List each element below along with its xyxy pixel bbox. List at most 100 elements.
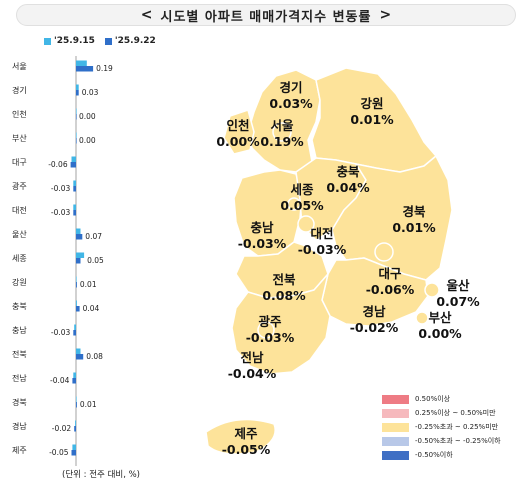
data-label: 0.19: [96, 64, 113, 73]
korea-map: 경기0.03%서울0.19%인천0.00%강원0.01%충북0.04%세종0.0…: [205, 67, 480, 457]
map-legend-item: 0.50%이상: [382, 392, 501, 406]
map-label-value: 0.00%: [418, 326, 462, 341]
category-label: 세종: [12, 254, 27, 263]
bar-this-week: [73, 330, 76, 336]
map-region-gwangju[interactable]: [257, 321, 275, 339]
category-label: 경기: [12, 85, 27, 95]
map-label-name: 인천: [226, 118, 249, 133]
map-label-name: 대전: [310, 226, 333, 241]
bar-this-week: [71, 450, 76, 456]
data-label: -0.04: [50, 376, 70, 385]
unit-note: (단위 : 전주 대비, %): [62, 470, 141, 480]
map-label-name: 경기: [279, 80, 302, 95]
bar-this-week: [70, 162, 76, 168]
map-label-name: 충남: [250, 220, 274, 235]
map-region-seoul[interactable]: [272, 122, 292, 142]
map-label-value: 0.19%: [260, 134, 304, 149]
map-label-name: 경남: [362, 304, 386, 319]
map-region-daejeon[interactable]: [297, 215, 315, 233]
next-arrow-icon[interactable]: >: [379, 7, 392, 23]
category-label: 강원: [12, 277, 27, 287]
bar-prev-week: [76, 108, 77, 114]
map-legend-label: 0.50%이상: [415, 395, 451, 403]
bar-prev-week: [74, 324, 76, 330]
category-label: 경북: [12, 397, 27, 407]
data-label: -0.03: [51, 208, 71, 217]
bar-prev-week: [73, 204, 76, 210]
map-label-name: 광주: [258, 314, 282, 329]
map-label-name: 제주: [234, 426, 258, 441]
bar-prev-week: [76, 348, 81, 354]
map-legend-swatch: [382, 422, 409, 432]
bar-this-week: [76, 402, 77, 408]
map-label-name: 충북: [336, 164, 360, 179]
category-label: 인천: [12, 109, 27, 119]
map-legend-swatch: [382, 408, 409, 418]
map-label-name: 전남: [240, 350, 264, 365]
map-legend-swatch: [382, 394, 409, 404]
bar-prev-week: [76, 228, 81, 234]
category-label: 전남: [12, 373, 27, 383]
bar-this-week: [76, 354, 84, 360]
map-legend-label: -0.50%초과 ~ -0.25%이하: [415, 437, 501, 445]
map-label-name: 서울: [270, 118, 294, 133]
map-label-value: 0.01%: [392, 220, 436, 235]
map-legend-swatch: [382, 450, 409, 460]
map-label-name: 강원: [360, 96, 383, 111]
data-label: 0.07: [85, 232, 102, 241]
map-label-value: 0.04%: [326, 180, 370, 195]
data-label: -0.03: [51, 184, 71, 193]
data-label: 0.04: [83, 304, 100, 313]
category-label: 대구: [12, 158, 27, 167]
map-region-sejong[interactable]: [287, 197, 301, 211]
data-label: 0.01: [80, 400, 97, 409]
category-label: 충북: [12, 302, 27, 311]
category-label: 경남: [12, 421, 27, 431]
bar-prev-week: [72, 444, 76, 450]
map-region-jeju[interactable]: [205, 418, 276, 455]
data-label: 0.00: [79, 112, 96, 121]
map-legend-label: -0.50%이하: [415, 451, 453, 459]
map-label-value: 0.00%: [216, 134, 260, 149]
bar-prev-week: [76, 132, 77, 138]
bar-prev-week: [73, 372, 76, 378]
map-label-name: 대구: [378, 266, 402, 281]
data-label: 0.03: [82, 88, 99, 97]
map-label-name: 세종: [290, 182, 314, 197]
map-region-daegu[interactable]: [374, 242, 394, 262]
data-label: 0.08: [86, 352, 103, 361]
bar-prev-week: [76, 396, 77, 402]
legend-label-this-week: '25.9.22: [114, 36, 156, 46]
bar-prev-week: [76, 276, 77, 282]
bar-prev-week: [76, 252, 85, 258]
bar-chart: 서울 0.19 경기 0.03 인천 0.00 부산 0.00 대구 -0.06 광주 -0.03 대전…: [12, 56, 113, 466]
map-region-incheon[interactable]: [223, 109, 255, 155]
category-label: 부산: [12, 133, 27, 143]
map-region-ulsan[interactable]: [424, 282, 440, 298]
data-label: -0.02: [52, 424, 72, 433]
bar-prev-week: [76, 300, 77, 306]
data-label: 0.05: [87, 256, 104, 265]
bar-this-week: [76, 234, 83, 240]
legend-swatch-this-week: [104, 37, 112, 45]
category-label: 광주: [12, 181, 27, 191]
category-label: 제주: [12, 446, 27, 455]
prev-arrow-icon[interactable]: <: [140, 7, 153, 23]
bar-this-week: [72, 378, 76, 384]
data-label: 0.00: [79, 136, 96, 145]
bar-this-week: [73, 210, 76, 216]
map-legend-item: 0.25%이상 ~ 0.50%미만: [382, 406, 501, 420]
map-legend-item: -0.50%초과 ~ -0.25%이하: [382, 434, 501, 448]
map-region-busan[interactable]: [415, 311, 429, 325]
map-region-jeonnam[interactable]: [231, 273, 331, 375]
bar-prev-week: [75, 420, 76, 426]
legend-item-this-week: '25.9.22: [104, 36, 156, 46]
legend-item-prev-week: '25.9.15: [44, 36, 95, 46]
map-label-name: 전북: [272, 272, 296, 287]
data-label: -0.05: [49, 448, 69, 457]
series-legend: '25.9.15 '25.9.22: [44, 36, 156, 46]
data-label: 0.01: [80, 280, 97, 289]
map-label-name: 경북: [402, 204, 426, 219]
category-label: 대전: [12, 205, 27, 215]
map-legend-swatch: [382, 436, 409, 446]
